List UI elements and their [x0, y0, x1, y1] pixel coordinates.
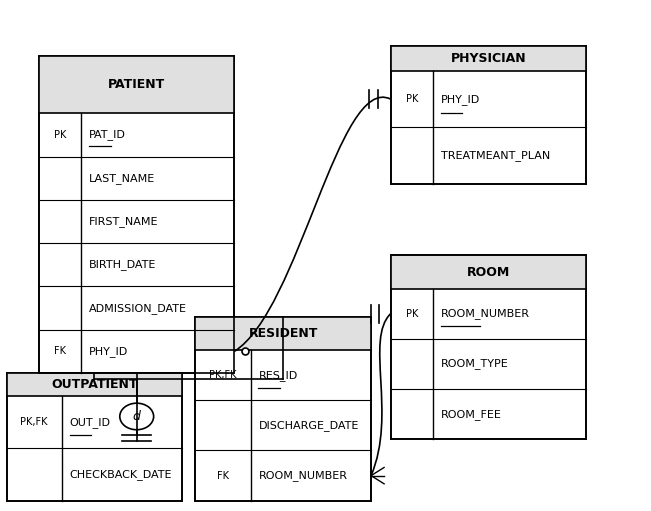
Text: PK,FK: PK,FK: [209, 370, 237, 380]
Bar: [391, 256, 586, 289]
Bar: [391, 256, 586, 439]
Text: PAT_ID: PAT_ID: [89, 129, 126, 141]
Bar: [195, 317, 371, 350]
Text: PK: PK: [406, 94, 418, 104]
Bar: [39, 56, 234, 373]
Bar: [391, 46, 586, 184]
Text: BIRTH_DATE: BIRTH_DATE: [89, 259, 156, 270]
Text: ADMISSION_DATE: ADMISSION_DATE: [89, 303, 187, 314]
Text: d: d: [133, 410, 141, 423]
Text: OUT_ID: OUT_ID: [70, 417, 111, 428]
Text: PK: PK: [54, 130, 66, 140]
Text: DISCHARGE_DATE: DISCHARGE_DATE: [258, 420, 359, 431]
Text: PHY_ID: PHY_ID: [441, 94, 480, 105]
Text: ROOM_FEE: ROOM_FEE: [441, 409, 502, 420]
Text: RESIDENT: RESIDENT: [249, 327, 318, 340]
Text: ROOM_NUMBER: ROOM_NUMBER: [258, 470, 348, 481]
Text: PATIENT: PATIENT: [108, 78, 165, 91]
Text: CHECKBACK_DATE: CHECKBACK_DATE: [70, 469, 172, 480]
Text: ROOM_TYPE: ROOM_TYPE: [441, 359, 508, 369]
Text: TREATMEANT_PLAN: TREATMEANT_PLAN: [441, 150, 550, 161]
Text: ROOM: ROOM: [467, 266, 510, 278]
Text: FK: FK: [217, 471, 229, 481]
Bar: [7, 373, 182, 501]
Text: PK,FK: PK,FK: [20, 417, 48, 427]
Bar: [7, 373, 182, 396]
Text: ROOM_NUMBER: ROOM_NUMBER: [441, 308, 530, 319]
Text: OUTPATIENT: OUTPATIENT: [51, 378, 137, 391]
Text: FK: FK: [54, 346, 66, 356]
Bar: [195, 317, 371, 501]
Bar: [391, 46, 586, 71]
Text: PHYSICIAN: PHYSICIAN: [450, 52, 526, 65]
Text: RES_ID: RES_ID: [258, 369, 298, 381]
Bar: [39, 56, 234, 113]
Text: LAST_NAME: LAST_NAME: [89, 173, 156, 183]
Text: PHY_ID: PHY_ID: [89, 346, 128, 357]
Text: PK: PK: [406, 309, 418, 319]
Text: FIRST_NAME: FIRST_NAME: [89, 216, 159, 227]
